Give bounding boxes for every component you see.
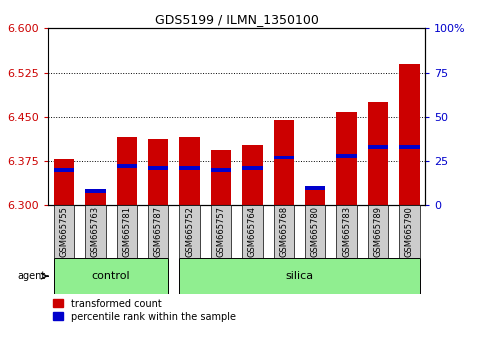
Bar (85, 192, 106, 205)
Bar (305, 186, 326, 205)
Text: GSM665789: GSM665789 (373, 206, 383, 257)
Bar (54, 159, 74, 205)
Text: GSM665757: GSM665757 (216, 206, 226, 257)
Bar (305, 205, 326, 258)
Bar (179, 166, 200, 170)
Text: GSM665790: GSM665790 (405, 206, 414, 257)
Bar (273, 156, 294, 160)
Bar (399, 64, 420, 205)
Bar (399, 205, 420, 258)
Bar (368, 102, 388, 205)
Text: GSM665763: GSM665763 (91, 206, 100, 257)
Bar (368, 145, 388, 149)
Text: GSM665755: GSM665755 (59, 206, 69, 257)
Bar (305, 186, 326, 190)
Bar (399, 145, 420, 149)
Bar (242, 205, 263, 258)
Text: GSM665787: GSM665787 (154, 206, 163, 257)
Bar (273, 205, 294, 258)
Bar (179, 137, 200, 205)
Bar (211, 205, 231, 258)
Text: GSM665780: GSM665780 (311, 206, 320, 257)
Bar (336, 154, 357, 158)
Bar (211, 150, 231, 205)
Text: agent: agent (17, 271, 45, 281)
Bar (148, 205, 169, 258)
Title: GDS5199 / ILMN_1350100: GDS5199 / ILMN_1350100 (155, 13, 319, 26)
Bar (211, 168, 231, 172)
Bar (148, 166, 169, 170)
Text: control: control (92, 271, 130, 281)
Text: GSM665764: GSM665764 (248, 206, 257, 257)
Bar (368, 205, 388, 258)
Bar (336, 205, 357, 258)
Bar (148, 139, 169, 205)
Bar (54, 258, 169, 294)
Bar (54, 168, 74, 172)
Legend: transformed count, percentile rank within the sample: transformed count, percentile rank withi… (53, 299, 236, 321)
Bar (116, 205, 137, 258)
Bar (336, 112, 357, 205)
Text: GSM665752: GSM665752 (185, 206, 194, 257)
Bar (85, 205, 106, 258)
Bar (179, 205, 200, 258)
Text: GSM665781: GSM665781 (122, 206, 131, 257)
Bar (242, 166, 263, 170)
Bar (116, 137, 137, 205)
Text: silica: silica (285, 271, 313, 281)
Bar (85, 189, 106, 193)
Text: GSM665783: GSM665783 (342, 206, 351, 257)
Bar (179, 258, 420, 294)
Text: GSM665768: GSM665768 (279, 206, 288, 257)
Bar (242, 144, 263, 205)
Bar (54, 205, 74, 258)
Bar (273, 120, 294, 205)
Bar (116, 165, 137, 169)
